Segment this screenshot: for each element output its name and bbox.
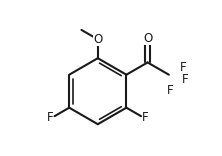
Text: F: F (166, 84, 173, 97)
Text: O: O (143, 32, 152, 45)
Text: F: F (180, 61, 187, 74)
Text: F: F (182, 73, 189, 86)
Text: F: F (142, 111, 149, 124)
Text: F: F (47, 111, 54, 124)
Text: O: O (93, 33, 102, 46)
